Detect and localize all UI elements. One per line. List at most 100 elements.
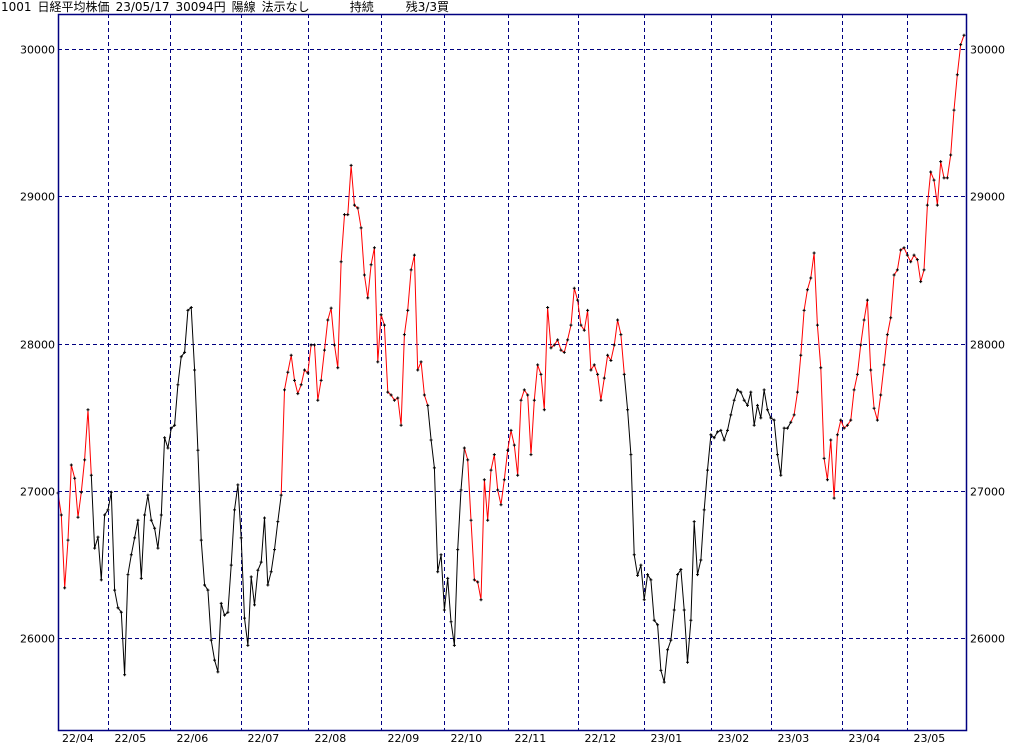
signal-status: 法示なし (261, 0, 310, 14)
data-point-marker (243, 616, 247, 620)
data-point-marker (862, 318, 866, 322)
x-tick-label: 22/06 (177, 732, 209, 745)
data-point-marker (596, 372, 600, 376)
data-point-marker (569, 323, 573, 327)
data-point-marker (409, 268, 413, 272)
data-point-marker (116, 606, 120, 610)
data-point-marker (636, 573, 640, 577)
data-point-marker (802, 308, 806, 312)
data-point-marker (606, 353, 610, 357)
data-point-marker (173, 423, 177, 427)
trend-state: 持続 (349, 0, 374, 14)
data-point-marker (742, 398, 746, 402)
data-point-marker (382, 323, 386, 327)
data-point-marker (356, 206, 360, 210)
x-tick-label: 23/01 (651, 732, 683, 745)
data-point-marker (309, 343, 313, 347)
x-tick-label: 23/02 (718, 732, 750, 745)
data-point-marker (699, 558, 703, 562)
x-tick-label: 22/12 (585, 732, 617, 745)
plot-frame (57, 13, 968, 732)
data-point-marker (286, 370, 290, 374)
data-point-marker (273, 548, 277, 552)
data-point-marker (752, 423, 756, 427)
data-point-marker (79, 490, 83, 494)
data-point-marker (416, 368, 420, 372)
data-point-marker (656, 623, 660, 627)
data-point-marker (449, 620, 453, 624)
data-point-marker (466, 458, 470, 462)
data-point-marker (329, 306, 333, 310)
data-point-marker (952, 108, 956, 112)
data-point-marker (559, 348, 563, 352)
data-point-marker (402, 333, 406, 337)
data-point-marker (266, 583, 270, 587)
data-point-marker (955, 73, 959, 77)
data-point-marker (216, 670, 220, 674)
data-point-marker (869, 368, 873, 372)
data-point-marker (792, 413, 796, 417)
data-point-marker (552, 343, 556, 347)
data-point-marker (203, 583, 207, 587)
data-point-marker (616, 318, 620, 322)
data-point-marker (292, 378, 296, 382)
x-tick-label: 22/09 (388, 732, 420, 745)
data-point-marker (875, 418, 879, 422)
data-point-marker (702, 508, 706, 512)
data-point-marker (326, 318, 330, 322)
data-point-marker (879, 393, 883, 397)
data-point-marker (536, 363, 540, 367)
data-point-marker (96, 535, 100, 539)
data-point-marker (113, 588, 117, 592)
data-point-marker (622, 372, 626, 376)
data-point-marker (322, 348, 326, 352)
data-point-marker (835, 433, 839, 437)
data-point-marker (276, 520, 280, 524)
data-point-marker (119, 610, 123, 614)
data-point-marker (476, 580, 480, 584)
data-point-marker (166, 446, 170, 450)
data-point-marker (526, 393, 530, 397)
data-point-marker (269, 570, 273, 574)
data-point-marker (316, 398, 320, 402)
data-point-marker (962, 33, 966, 37)
data-point-marker (446, 576, 450, 580)
data-point-marker (676, 573, 680, 577)
data-point-marker (249, 575, 253, 579)
data-point-marker (489, 468, 493, 472)
data-point-marker (842, 426, 846, 430)
data-point-marker (915, 258, 919, 262)
data-point-marker (865, 298, 869, 302)
data-point-marker (815, 323, 819, 327)
data-point-marker (436, 570, 440, 574)
price-segment (790, 35, 965, 499)
data-point-marker (629, 453, 633, 457)
data-point-marker (349, 163, 353, 167)
data-point-marker (692, 520, 696, 524)
data-point-marker (386, 390, 390, 394)
data-point-marker (283, 388, 286, 392)
y-tick-label-right: 29000 (970, 191, 1005, 204)
data-point-marker (159, 513, 163, 517)
data-point-marker (279, 493, 283, 497)
data-point-marker (406, 308, 410, 312)
data-point-marker (426, 403, 430, 407)
data-point-marker (196, 448, 200, 452)
data-point-marker (153, 526, 157, 530)
data-point-marker (959, 43, 963, 47)
chart-header: 1001 日経平均株価 23/05/17 30094円 陽線 法示なし 持続 残3/3買 (1, 0, 455, 14)
data-point-marker (296, 392, 300, 396)
data-point-marker (89, 473, 93, 477)
y-tick-label-left: 27000 (20, 486, 55, 499)
data-point-marker (589, 368, 593, 372)
data-point-marker (892, 273, 896, 277)
data-point-marker (689, 618, 693, 622)
data-point-marker (579, 323, 583, 327)
data-point-marker (509, 428, 513, 432)
x-tick-label: 22/10 (451, 732, 483, 745)
y-tick-label-left: 28000 (20, 339, 55, 352)
data-point-marker (612, 343, 616, 347)
data-point-marker (729, 413, 733, 417)
data-point-marker (732, 398, 736, 402)
